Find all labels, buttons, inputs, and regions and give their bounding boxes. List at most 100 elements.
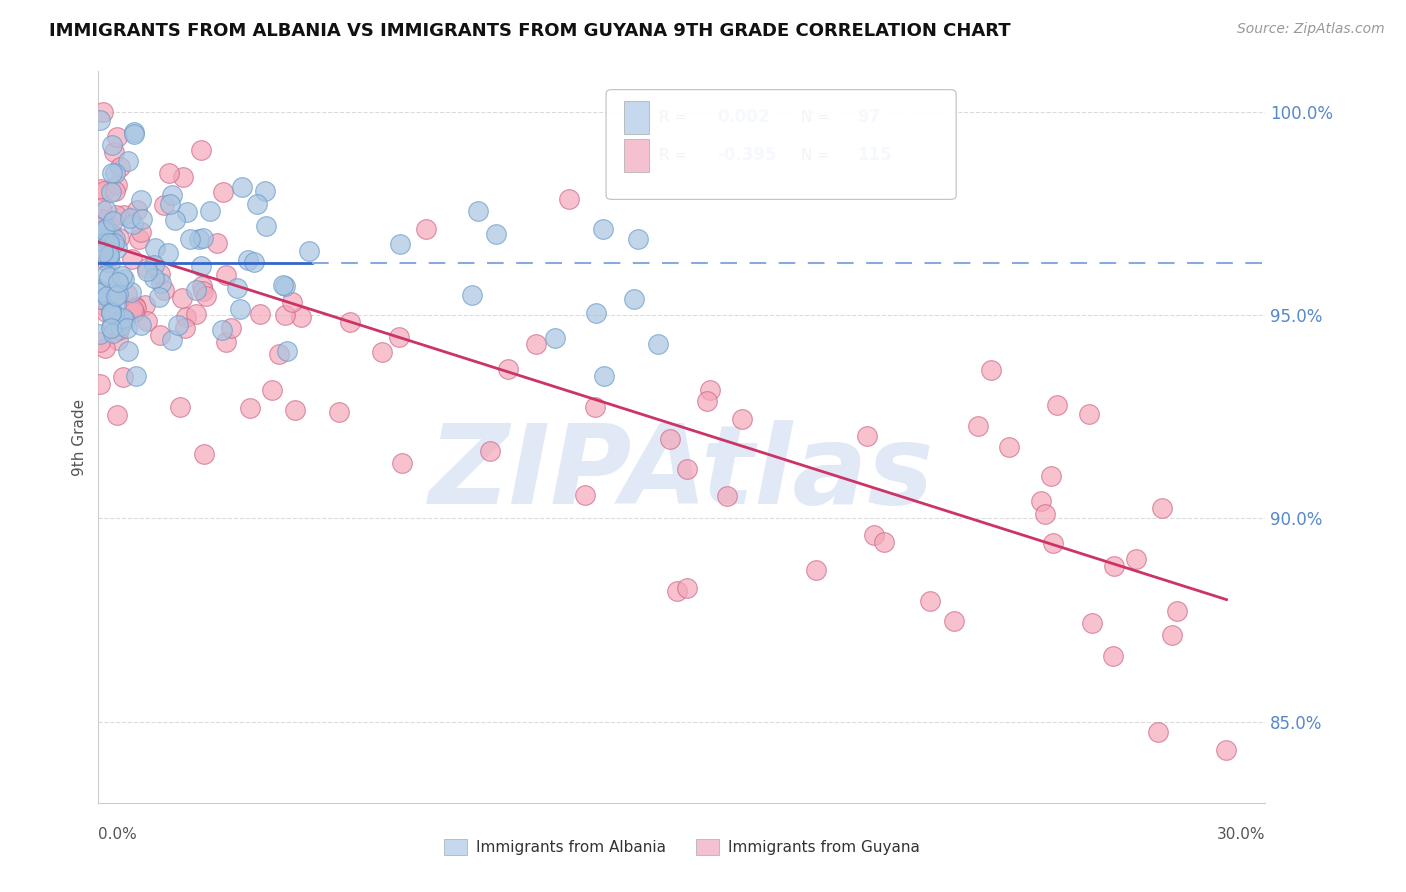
- Point: [159, 196, 181, 211]
- Point: [125, 301, 148, 316]
- Point: [558, 192, 581, 206]
- Point: [89, 292, 111, 306]
- FancyBboxPatch shape: [624, 139, 650, 172]
- Point: [115, 286, 138, 301]
- Point: [184, 306, 207, 320]
- Point: [104, 289, 127, 303]
- Point: [121, 217, 143, 231]
- Point: [112, 272, 135, 286]
- Point: [179, 232, 201, 246]
- Point: [647, 337, 669, 351]
- Point: [90, 292, 112, 306]
- Point: [111, 269, 134, 284]
- Point: [371, 345, 394, 359]
- Point: [193, 285, 215, 299]
- Point: [100, 306, 122, 320]
- Point: [93, 293, 115, 308]
- Text: 97: 97: [858, 109, 880, 127]
- Point: [169, 401, 191, 415]
- Point: [93, 226, 115, 240]
- Point: [1166, 604, 1188, 618]
- Point: [284, 403, 307, 417]
- Text: N =: N =: [801, 110, 830, 125]
- Point: [160, 333, 183, 347]
- Point: [592, 222, 614, 236]
- Point: [112, 311, 135, 326]
- Point: [583, 400, 606, 414]
- Point: [623, 292, 645, 306]
- Point: [174, 320, 197, 334]
- Point: [267, 347, 290, 361]
- Point: [731, 412, 754, 426]
- Point: [118, 211, 141, 225]
- Point: [190, 143, 212, 157]
- Point: [193, 447, 215, 461]
- Point: [98, 235, 121, 250]
- Point: [96, 255, 118, 269]
- Point: [101, 228, 124, 243]
- Point: [461, 288, 484, 302]
- Point: [163, 213, 186, 227]
- Point: [122, 125, 145, 139]
- Point: [1215, 743, 1237, 757]
- Point: [205, 236, 228, 251]
- Point: [699, 383, 721, 397]
- Point: [104, 208, 127, 222]
- Point: [108, 318, 131, 333]
- Point: [863, 528, 886, 542]
- Point: [94, 305, 117, 319]
- Text: 0.002: 0.002: [717, 109, 769, 127]
- Point: [157, 246, 180, 260]
- Point: [966, 418, 988, 433]
- Point: [1081, 615, 1104, 630]
- Point: [98, 249, 121, 263]
- Point: [134, 298, 156, 312]
- Point: [129, 318, 152, 333]
- Point: [100, 305, 122, 319]
- Point: [231, 180, 253, 194]
- Point: [107, 334, 129, 348]
- Point: [96, 203, 118, 218]
- Point: [89, 327, 111, 342]
- Point: [1101, 649, 1123, 664]
- Point: [574, 488, 596, 502]
- Point: [101, 326, 124, 340]
- Point: [254, 219, 277, 234]
- Point: [339, 315, 361, 329]
- Point: [112, 208, 135, 222]
- Point: [806, 563, 828, 577]
- Point: [249, 307, 271, 321]
- Point: [855, 429, 877, 443]
- Point: [89, 335, 111, 350]
- Point: [176, 205, 198, 219]
- Point: [89, 377, 111, 392]
- Point: [943, 615, 966, 629]
- Point: [101, 137, 124, 152]
- Point: [1046, 398, 1069, 412]
- Point: [1147, 725, 1170, 739]
- Text: Source: ZipAtlas.com: Source: ZipAtlas.com: [1237, 22, 1385, 37]
- Point: [104, 297, 127, 311]
- Point: [262, 383, 284, 397]
- Point: [143, 258, 166, 272]
- Point: [98, 269, 121, 284]
- Point: [136, 314, 159, 328]
- Point: [236, 252, 259, 267]
- Point: [103, 145, 125, 159]
- Text: 0.0%: 0.0%: [98, 828, 138, 842]
- Point: [105, 129, 128, 144]
- Point: [496, 361, 519, 376]
- Point: [115, 321, 138, 335]
- Point: [105, 178, 128, 192]
- Point: [716, 489, 738, 503]
- Point: [1102, 558, 1125, 573]
- Point: [135, 260, 157, 275]
- Point: [104, 184, 127, 198]
- Point: [121, 252, 143, 267]
- Point: [101, 166, 124, 180]
- Point: [129, 225, 152, 239]
- Text: 115: 115: [858, 146, 891, 164]
- Point: [96, 227, 118, 242]
- Point: [100, 320, 122, 334]
- Point: [290, 310, 312, 325]
